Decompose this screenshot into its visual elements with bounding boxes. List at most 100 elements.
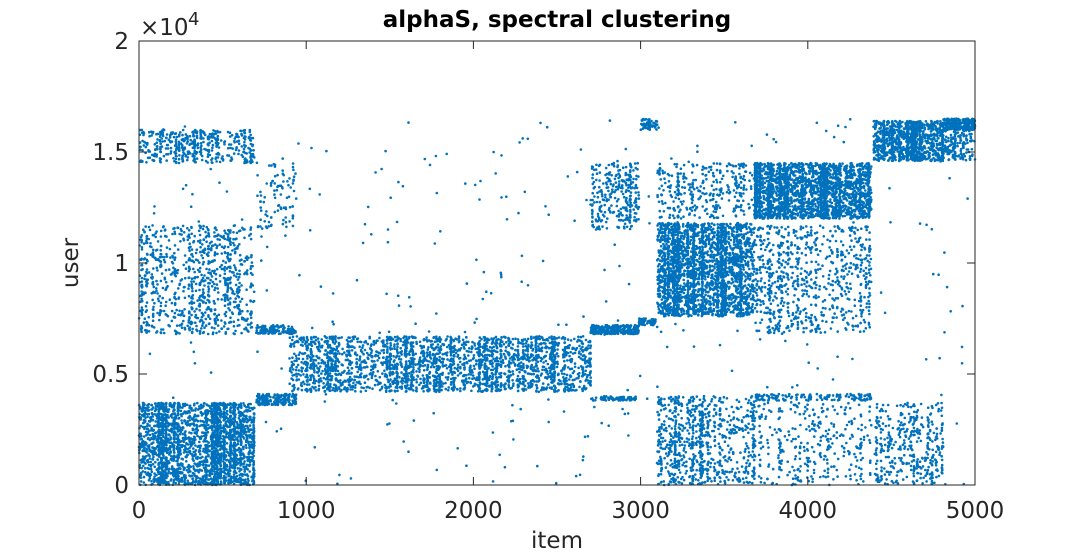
data-point (227, 434, 231, 437)
data-point (228, 462, 232, 466)
data-point (256, 194, 259, 197)
data-point (183, 254, 187, 257)
data-point (152, 480, 156, 484)
data-point (203, 326, 206, 330)
data-point (215, 460, 218, 464)
data-point (226, 296, 229, 300)
data-point (173, 412, 177, 415)
data-point (239, 439, 243, 443)
data-point (252, 416, 255, 419)
data-point (188, 242, 191, 245)
data-point (159, 331, 163, 334)
data-point (229, 406, 233, 410)
data-point (177, 161, 181, 165)
data-point (194, 444, 197, 447)
data-point (181, 128, 185, 132)
data-point (198, 462, 202, 465)
data-point (232, 241, 235, 245)
data-point (228, 447, 232, 451)
data-point (240, 284, 243, 287)
data-point (142, 321, 146, 324)
data-point (216, 468, 220, 471)
data-point (236, 287, 239, 291)
data-point (144, 291, 147, 295)
data-point (162, 429, 165, 432)
data-point (225, 436, 229, 439)
data-point (184, 446, 187, 450)
data-point (190, 330, 194, 334)
data-point (255, 394, 259, 398)
data-point (573, 337, 576, 341)
data-point (220, 298, 223, 301)
data-point (205, 421, 208, 425)
data-point (182, 440, 186, 444)
data-point (214, 322, 217, 326)
data-point (168, 247, 172, 251)
data-point (234, 268, 238, 272)
data-point (264, 225, 268, 228)
data-point (183, 308, 186, 311)
data-point (240, 297, 244, 301)
data-point (158, 477, 162, 480)
data-point (265, 182, 269, 185)
data-point (184, 267, 188, 271)
data-point (154, 407, 157, 410)
data-point (556, 348, 559, 351)
data-point (262, 395, 265, 399)
data-point (239, 405, 243, 408)
data-point (187, 269, 191, 273)
data-point (146, 424, 149, 428)
data-point (145, 324, 148, 327)
data-point (290, 338, 294, 342)
data-point (150, 276, 153, 279)
data-point (241, 411, 244, 415)
data-point (154, 402, 157, 405)
data-point (252, 472, 256, 476)
data-point (273, 393, 277, 396)
data-point (235, 275, 238, 279)
data-point (219, 477, 222, 480)
data-point (203, 284, 206, 287)
data-point (173, 269, 176, 272)
data-point (399, 346, 403, 350)
data-point (173, 244, 177, 247)
data-point (164, 468, 167, 471)
data-point (223, 141, 226, 144)
data-point (235, 231, 239, 235)
data-point (177, 406, 180, 409)
data-point (218, 280, 222, 283)
data-point (217, 141, 220, 145)
data-point (140, 285, 144, 289)
data-point (236, 278, 240, 281)
data-point (233, 449, 237, 453)
data-point (244, 424, 248, 428)
data-point (139, 438, 143, 441)
data-point (140, 263, 144, 267)
data-point (238, 323, 241, 327)
data-point (189, 320, 193, 324)
data-point (234, 438, 237, 441)
data-point (177, 140, 181, 144)
data-point (179, 409, 183, 413)
data-point (229, 316, 232, 320)
data-point (206, 161, 209, 164)
data-point (215, 228, 218, 232)
data-point (239, 263, 243, 266)
data-point (355, 357, 359, 361)
data-point (229, 438, 233, 442)
data-point (246, 410, 249, 413)
data-point (186, 479, 189, 483)
data-point (236, 306, 240, 310)
data-point (205, 469, 209, 473)
data-point (173, 422, 177, 425)
data-point (206, 332, 210, 336)
data-point (398, 355, 401, 358)
data-point (277, 203, 281, 207)
data-point (218, 330, 221, 333)
data-point (194, 130, 198, 133)
data-point (243, 417, 247, 421)
data-point (242, 431, 246, 435)
data-point (217, 406, 221, 409)
data-point (202, 140, 205, 144)
